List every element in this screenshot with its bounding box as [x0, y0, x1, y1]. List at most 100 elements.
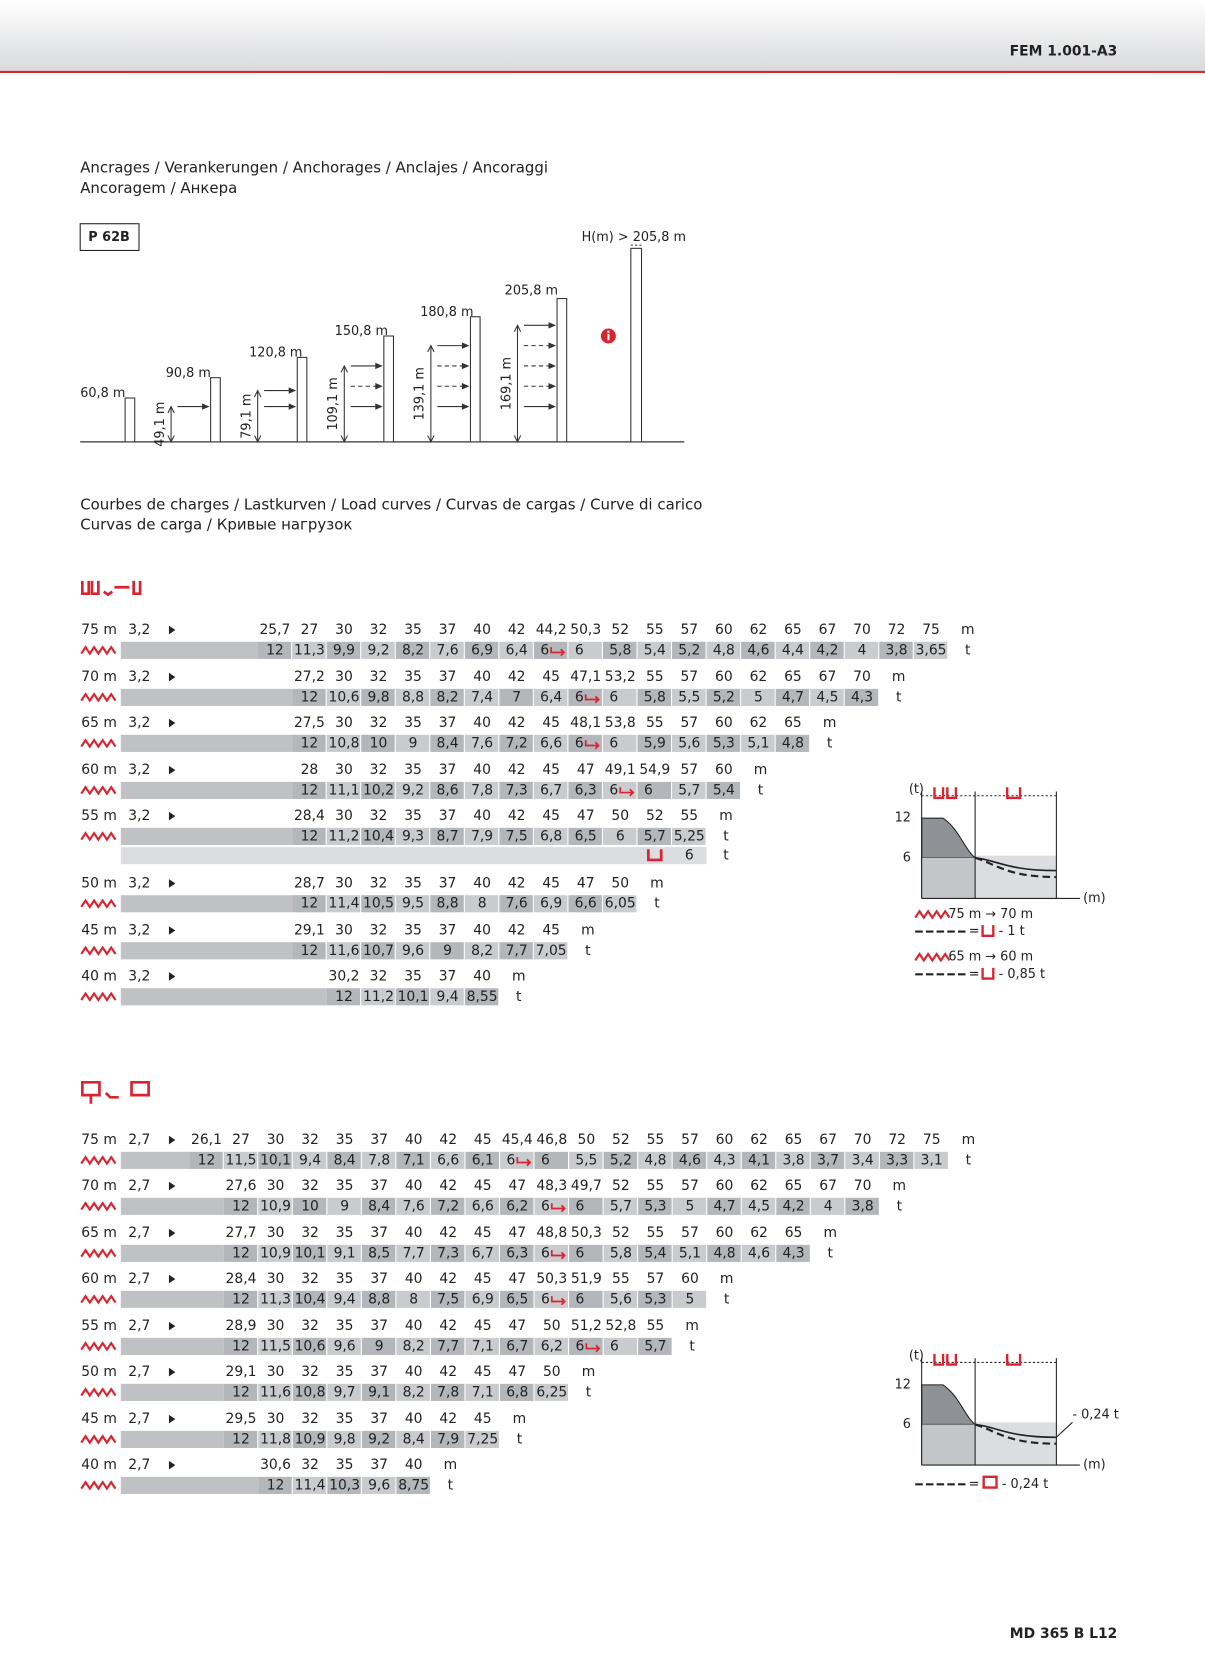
unit-t: t [828, 1245, 834, 1261]
jib-length: 50 m [81, 1364, 117, 1380]
load-value: 7,6 [403, 1198, 425, 1214]
load-cell [430, 827, 464, 845]
load-cell [706, 688, 741, 706]
jib-icon [80, 1248, 117, 1259]
hook-icon [933, 787, 1022, 800]
load-value: 7,2 [506, 735, 528, 751]
load-cell [465, 1244, 499, 1262]
radius-value: 55 [647, 1178, 665, 1194]
radius-value: 62 [750, 715, 768, 731]
load-value: 8,8 [402, 689, 424, 705]
jib-icon [80, 785, 117, 796]
load-value: 4,2 [816, 642, 838, 658]
load-value: 4,7 [713, 1198, 735, 1214]
radius-value: 35 [336, 1457, 354, 1473]
region-mid [921, 1424, 976, 1466]
load-cell [223, 1337, 258, 1355]
unit-m: m [513, 1411, 527, 1427]
radius-value: 55 [612, 1271, 630, 1287]
load-cell [913, 641, 948, 659]
unit-m: m [892, 669, 906, 685]
load-value: 5,4 [644, 1245, 666, 1261]
load-value: 5,4 [713, 782, 735, 798]
load-cell [326, 827, 361, 845]
section-title: Ancrages / Verankerungen / Anchorages / … [80, 159, 548, 177]
section-title: Courbes de charges / Lastkurven / Load c… [80, 495, 702, 513]
trolley-icon [80, 1080, 150, 1104]
jib-icon [80, 991, 117, 1002]
radius-value: 50 [611, 875, 629, 891]
radius-value: 55 [646, 622, 664, 638]
load-cell [257, 641, 292, 659]
load-cell [223, 1430, 258, 1448]
jib-icon [80, 945, 117, 956]
radius-value: 62 [750, 1132, 768, 1148]
jib-icon [80, 1480, 117, 1491]
load-value: 4,7 [782, 689, 804, 705]
transition-arrow [550, 647, 566, 657]
radius-value: 37 [439, 875, 457, 891]
arrow-head [513, 324, 522, 444]
unit-m: m [893, 1178, 907, 1194]
min-radius: 2,7 [128, 1132, 150, 1148]
radius-value: 45 [474, 1271, 492, 1287]
radius-value: 48,3 [536, 1178, 567, 1194]
load-cell [533, 942, 568, 960]
radius-value: 40 [405, 1225, 423, 1241]
load-value: 5 [686, 1291, 695, 1307]
load-value: 9,6 [368, 1477, 390, 1493]
load-value: 4,4 [782, 642, 804, 658]
radius-value: 49,7 [571, 1178, 602, 1194]
radius-value: 32 [370, 968, 388, 984]
radius-value: 60 [716, 1225, 734, 1241]
row-pointer [168, 811, 176, 821]
radius-value: 60 [716, 1132, 734, 1148]
hook-icon [981, 925, 995, 938]
curve [975, 1423, 1057, 1439]
radius-value: 70 [854, 1178, 872, 1194]
jib-icon [80, 738, 117, 749]
load-cell [327, 1290, 361, 1308]
unit-m: m [823, 715, 837, 731]
load-cell [638, 1151, 672, 1169]
load-cell [258, 1430, 292, 1448]
load-cell [327, 1244, 361, 1262]
radius-value: 37 [439, 715, 457, 731]
load-value: 9,1 [368, 1384, 390, 1400]
radius-value: 60 [715, 622, 733, 638]
load-cell [326, 781, 361, 799]
load-value: 3,65 [916, 642, 947, 658]
load-cell [637, 734, 671, 752]
unit-t: t [517, 1431, 523, 1447]
radius-value: 50,3 [571, 1225, 602, 1241]
load-value: 7 [512, 689, 521, 705]
transition-arrow [550, 1203, 566, 1213]
radius-value: 40 [473, 875, 491, 891]
radius-value: 30 [335, 875, 353, 891]
load-cell [258, 1151, 292, 1169]
load-cell [396, 1151, 430, 1169]
radius-value: 45,4 [502, 1132, 533, 1148]
radius-value: 40 [405, 1178, 423, 1194]
jib-length: 45 m [81, 922, 117, 938]
load-value: 3,8 [783, 1152, 805, 1168]
load-cell [292, 1151, 327, 1169]
load-value: 8,4 [403, 1431, 425, 1447]
radius-value: 62 [750, 622, 768, 638]
radius-value: 28 [301, 762, 319, 778]
load-value: 6 [506, 1152, 515, 1168]
transition-arrow [550, 1296, 566, 1306]
radius-value: 70 [853, 622, 871, 638]
load-cell [810, 1197, 845, 1215]
load-value: 8,8 [437, 896, 459, 912]
load-cell [464, 688, 499, 706]
min-radius: 2,7 [128, 1271, 150, 1287]
load-value: 7,8 [471, 782, 493, 798]
load-cell [223, 1383, 258, 1401]
row-pointer [168, 1228, 176, 1238]
radius-value: 70 [853, 669, 871, 685]
load-cell [603, 1151, 638, 1169]
load-cell [464, 734, 499, 752]
load-cell [361, 1244, 396, 1262]
arrow-head [167, 405, 175, 444]
